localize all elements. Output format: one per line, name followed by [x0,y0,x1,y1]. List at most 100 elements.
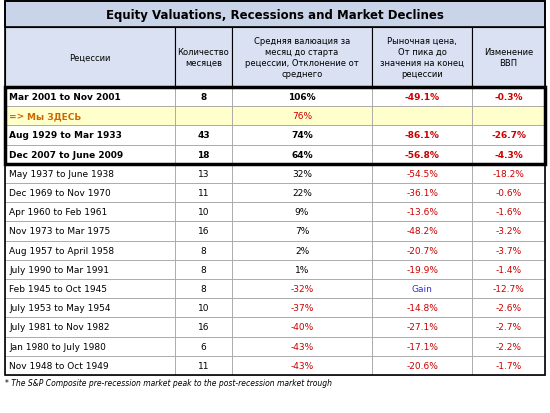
Text: July 1953 to May 1954: July 1953 to May 1954 [9,304,111,313]
Bar [175,107,232,126]
Bar [372,88,472,107]
Text: 7%: 7% [295,227,309,236]
Text: 10: 10 [197,208,209,217]
Bar [5,222,175,241]
Text: -36.1%: -36.1% [406,189,438,198]
Text: * The S&P Composite pre-recession market peak to the post-recession market troug: * The S&P Composite pre-recession market… [5,378,332,387]
Text: -20.7%: -20.7% [406,246,438,255]
Bar [5,164,175,183]
Bar [472,126,545,145]
Bar [5,145,175,164]
Bar [232,241,372,260]
Text: 64%: 64% [291,150,313,159]
Text: Рецессии: Рецессии [69,53,111,62]
Bar [175,260,232,279]
Bar [372,126,472,145]
Bar [472,145,545,164]
Text: July 1990 to Mar 1991: July 1990 to Mar 1991 [9,265,109,274]
Text: Мы ЗДЕСЬ: Мы ЗДЕСЬ [27,112,81,121]
Bar [372,222,472,241]
Bar [5,241,175,260]
Bar [175,337,232,356]
Text: Aug 1957 to April 1958: Aug 1957 to April 1958 [9,246,114,255]
Text: Nov 1973 to Mar 1975: Nov 1973 to Mar 1975 [9,227,110,236]
Text: -17.1%: -17.1% [406,342,438,351]
Text: Изменение
ВВП: Изменение ВВП [484,48,533,68]
Bar [175,222,232,241]
Text: -48.2%: -48.2% [406,227,438,236]
Text: 18: 18 [197,150,210,159]
Bar [232,28,372,88]
Text: 8: 8 [201,265,206,274]
Bar [372,337,472,356]
Text: 6: 6 [201,342,206,351]
Text: 9%: 9% [295,208,309,217]
Bar [5,107,175,126]
Bar [232,299,372,318]
Bar [175,356,232,375]
Bar [232,203,372,222]
Bar [175,126,232,145]
Text: May 1937 to June 1938: May 1937 to June 1938 [9,169,114,178]
Bar [232,279,372,299]
Bar [472,107,545,126]
Bar [232,164,372,183]
Bar [472,279,545,299]
Text: -20.6%: -20.6% [406,361,438,370]
Text: -0.6%: -0.6% [496,189,521,198]
Bar [175,241,232,260]
Text: -1.7%: -1.7% [496,361,521,370]
Text: -2.6%: -2.6% [496,304,521,313]
Bar [472,183,545,203]
Text: 76%: 76% [292,112,312,121]
Text: Dec 2007 to June 2009: Dec 2007 to June 2009 [9,150,123,159]
Text: Feb 1945 to Oct 1945: Feb 1945 to Oct 1945 [9,285,107,293]
Bar [175,183,232,203]
Text: Aug 1929 to Mar 1933: Aug 1929 to Mar 1933 [9,131,122,140]
Text: -3.2%: -3.2% [496,227,521,236]
Bar [472,241,545,260]
Text: 22%: 22% [292,189,312,198]
Bar [232,318,372,337]
Bar [5,183,175,203]
Text: 1%: 1% [295,265,309,274]
Bar [232,260,372,279]
Bar [5,356,175,375]
Bar [372,279,472,299]
Bar [5,88,545,164]
Text: -40%: -40% [290,323,314,332]
Bar [232,183,372,203]
Text: Nov 1948 to Oct 1949: Nov 1948 to Oct 1949 [9,361,109,370]
Bar [472,222,545,241]
Text: 16: 16 [197,323,209,332]
Text: 13: 13 [197,169,209,178]
Text: 8: 8 [200,93,207,102]
Text: 8: 8 [201,285,206,293]
Text: -1.4%: -1.4% [496,265,521,274]
Bar [232,145,372,164]
Bar [372,164,472,183]
Text: 43: 43 [197,131,210,140]
Bar [472,260,545,279]
Bar [5,299,175,318]
Text: 106%: 106% [288,93,316,102]
Bar [472,88,545,107]
Bar [372,356,472,375]
Text: Средняя валюация за
месяц до старта
рецессии, Отклонение от
среднего: Средняя валюация за месяц до старта реце… [245,37,359,79]
Bar [5,126,175,145]
Text: -4.3%: -4.3% [494,150,523,159]
Bar [232,337,372,356]
Text: -49.1%: -49.1% [405,93,439,102]
Bar [5,28,175,88]
Text: -0.3%: -0.3% [494,93,523,102]
Text: Рыночная цена,
От пика до
значения на конец
рецессии: Рыночная цена, От пика до значения на ко… [380,37,464,79]
Text: Mar 2001 to Nov 2001: Mar 2001 to Nov 2001 [9,93,121,102]
Text: -19.9%: -19.9% [406,265,438,274]
Text: -2.2%: -2.2% [496,342,521,351]
Text: -14.8%: -14.8% [406,304,438,313]
Bar [372,107,472,126]
Bar [472,337,545,356]
Text: =>: => [9,112,24,121]
Bar [232,222,372,241]
Text: -2.7%: -2.7% [496,323,521,332]
